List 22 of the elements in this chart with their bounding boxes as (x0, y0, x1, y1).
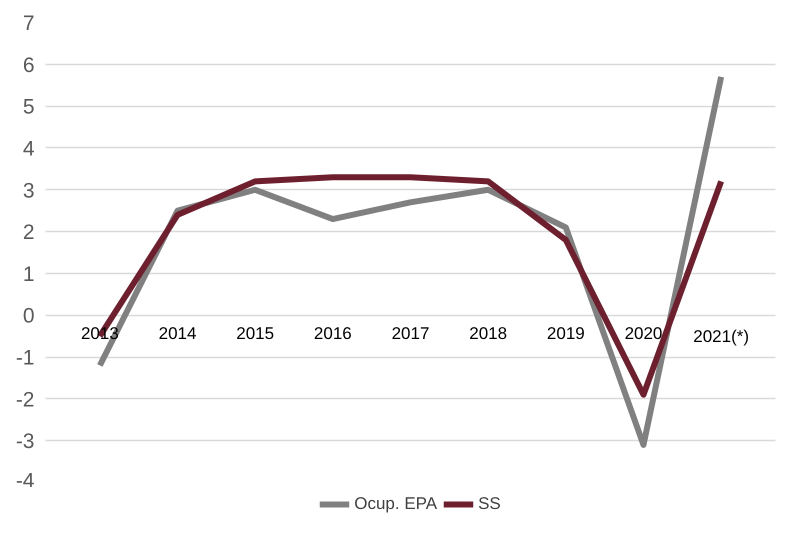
y-tick-label: 4 (22, 137, 35, 160)
x-tick-label: 2019 (546, 324, 585, 344)
x-tick-label: 2016 (314, 324, 352, 344)
y-tick-label: -3 (16, 430, 35, 454)
y-tick-label: 6 (22, 54, 35, 77)
x-tick-label: 2014 (158, 324, 196, 344)
legend-label: SS (478, 494, 501, 514)
x-tick-label: 2015 (236, 324, 274, 344)
y-tick-label: 2 (22, 221, 35, 244)
y-tick-label: 5 (22, 96, 35, 119)
x-tick-label: 2017 (392, 324, 430, 344)
x-tick-label: 2020 (624, 324, 662, 344)
y-tick-label: 3 (22, 179, 35, 202)
x-tick-label: 2021(*) (693, 327, 750, 346)
legend-label: Ocup. EPA (354, 494, 438, 514)
y-tick-label: -2 (16, 388, 35, 412)
x-tick-label: 2018 (469, 324, 508, 344)
y-tick-label: 1 (22, 262, 35, 286)
x-tick-label: 2013 (80, 324, 119, 344)
y-tick-label: 7 (22, 12, 35, 35)
y-tick-label: -1 (16, 346, 35, 370)
y-tick-label: 0 (22, 304, 35, 328)
